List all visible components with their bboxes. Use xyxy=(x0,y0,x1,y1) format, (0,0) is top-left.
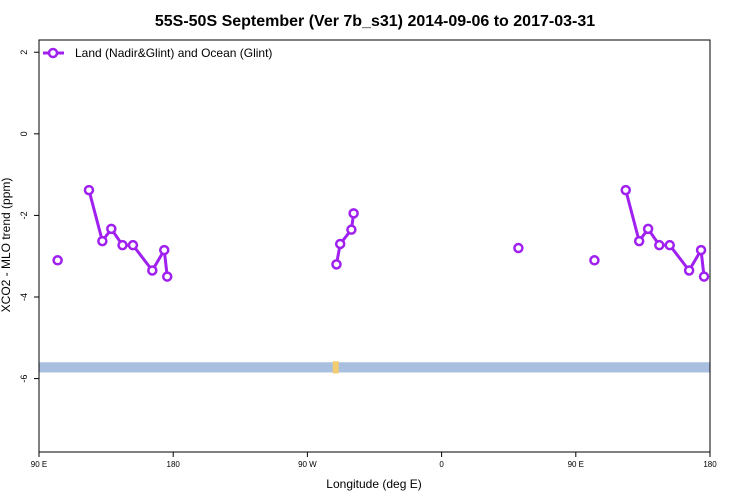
y-axis-title: XCO2 - MLO trend (ppm) xyxy=(0,178,13,313)
data-point xyxy=(334,238,346,250)
series-line xyxy=(87,189,169,277)
data-point xyxy=(620,184,632,196)
data-point xyxy=(513,242,524,254)
data-point xyxy=(695,244,707,256)
data-point xyxy=(633,235,645,247)
data-point xyxy=(698,271,710,282)
x-tick-label: 90 W xyxy=(298,460,317,469)
x-tick-label: 0 xyxy=(439,460,444,469)
series-line xyxy=(335,213,356,265)
data-point xyxy=(52,255,63,266)
data-point xyxy=(147,265,158,276)
legend: Land (Nadir&Glint) and Ocean (Glint) xyxy=(43,46,272,60)
y-tick-label: -6 xyxy=(19,375,29,383)
data-point xyxy=(161,271,173,282)
data-point xyxy=(348,208,359,219)
map-strip-land xyxy=(332,361,339,374)
chart-title: 55S-50S September (Ver 7b_s31) 2014-09-0… xyxy=(155,13,595,30)
plot-area xyxy=(39,184,710,374)
y-tick-label: 0 xyxy=(19,131,29,136)
legend-label: Land (Nadir&Glint) and Ocean (Glint) xyxy=(75,46,272,60)
y-axis: 2 0 -2 -4 -6 xyxy=(19,50,39,383)
data-point xyxy=(117,239,128,251)
data-point xyxy=(127,239,139,251)
x-tick-label: 90 E xyxy=(31,460,47,469)
data-point xyxy=(683,265,695,276)
data-point xyxy=(346,224,357,235)
y-tick-label: 2 xyxy=(19,50,29,55)
data-point xyxy=(159,244,170,256)
x-tick-label: 180 xyxy=(167,460,181,469)
data-point xyxy=(664,239,675,251)
data-point xyxy=(83,184,95,196)
x-axis-title: Longitude (deg E) xyxy=(326,477,421,491)
data-point xyxy=(331,259,342,270)
x-axis: 90 E 180 90 W 0 90 E 180 xyxy=(31,452,717,469)
data-point xyxy=(589,255,600,266)
x-tick-label: 180 xyxy=(703,460,717,469)
data-point xyxy=(654,239,665,251)
x-tick-label: 90 E xyxy=(568,460,584,469)
y-tick-label: -2 xyxy=(19,211,29,219)
map-strip-ocean xyxy=(39,362,710,373)
data-point xyxy=(642,223,654,235)
series-line xyxy=(624,189,706,277)
plot-border xyxy=(38,39,711,453)
legend-marker-swatch xyxy=(47,47,59,59)
y-tick-label: -4 xyxy=(19,293,29,301)
data-point xyxy=(106,223,117,235)
data-point xyxy=(97,235,108,247)
